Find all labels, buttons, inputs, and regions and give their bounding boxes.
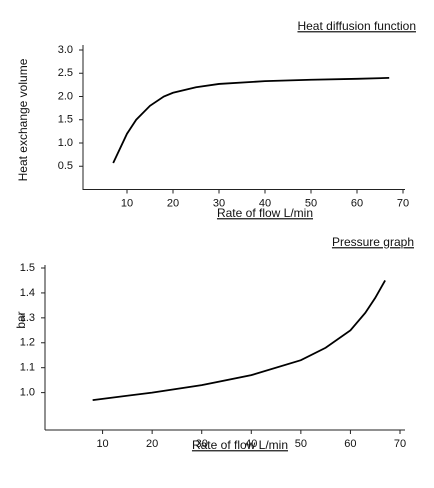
data-line — [92, 280, 386, 401]
chart-title: Pressure graph — [332, 235, 414, 249]
y-tick-label: 2.0 — [58, 90, 73, 102]
x-tick-label: 10 — [96, 438, 108, 450]
x-axis-label: Rate of flow L/min — [192, 438, 288, 452]
y-tick-label: 1.5 — [20, 262, 35, 274]
y-tick-label: 1.3 — [20, 312, 35, 324]
x-tick-label: 70 — [394, 438, 406, 450]
x-tick-label: 20 — [146, 438, 158, 450]
y-tick-label: 1.2 — [20, 337, 35, 349]
x-tick-label: 70 — [397, 197, 409, 209]
y-axis-label: Heat exchange volume — [16, 58, 30, 181]
y-tick-label: 1.5 — [58, 114, 73, 126]
x-tick-label: 50 — [305, 197, 317, 209]
x-tick-label: 30 — [213, 197, 225, 209]
y-axis-label: bar — [14, 311, 28, 328]
x-axis-label: Rate of flow L/min — [217, 206, 313, 220]
y-tick-label: 1.1 — [20, 362, 35, 374]
x-tick-label: 50 — [295, 438, 307, 450]
x-tick-label: 60 — [344, 438, 356, 450]
x-tick-label: 20 — [167, 197, 179, 209]
x-tick-label: 40 — [259, 197, 271, 209]
y-tick-label: 2.5 — [58, 67, 73, 79]
y-tick-label: 0.5 — [58, 160, 73, 172]
x-tick-label: 10 — [121, 197, 133, 209]
x-tick-label: 40 — [245, 438, 257, 450]
y-tick-label: 1.0 — [20, 387, 35, 399]
x-tick-label: 30 — [196, 438, 208, 450]
chart-title: Heat diffusion function — [297, 19, 416, 33]
y-tick-label: 3.0 — [58, 44, 73, 56]
x-tick-label: 60 — [351, 197, 363, 209]
y-tick-label: 1.0 — [58, 137, 73, 149]
y-tick-label: 1.4 — [20, 287, 35, 299]
data-line — [112, 77, 390, 164]
